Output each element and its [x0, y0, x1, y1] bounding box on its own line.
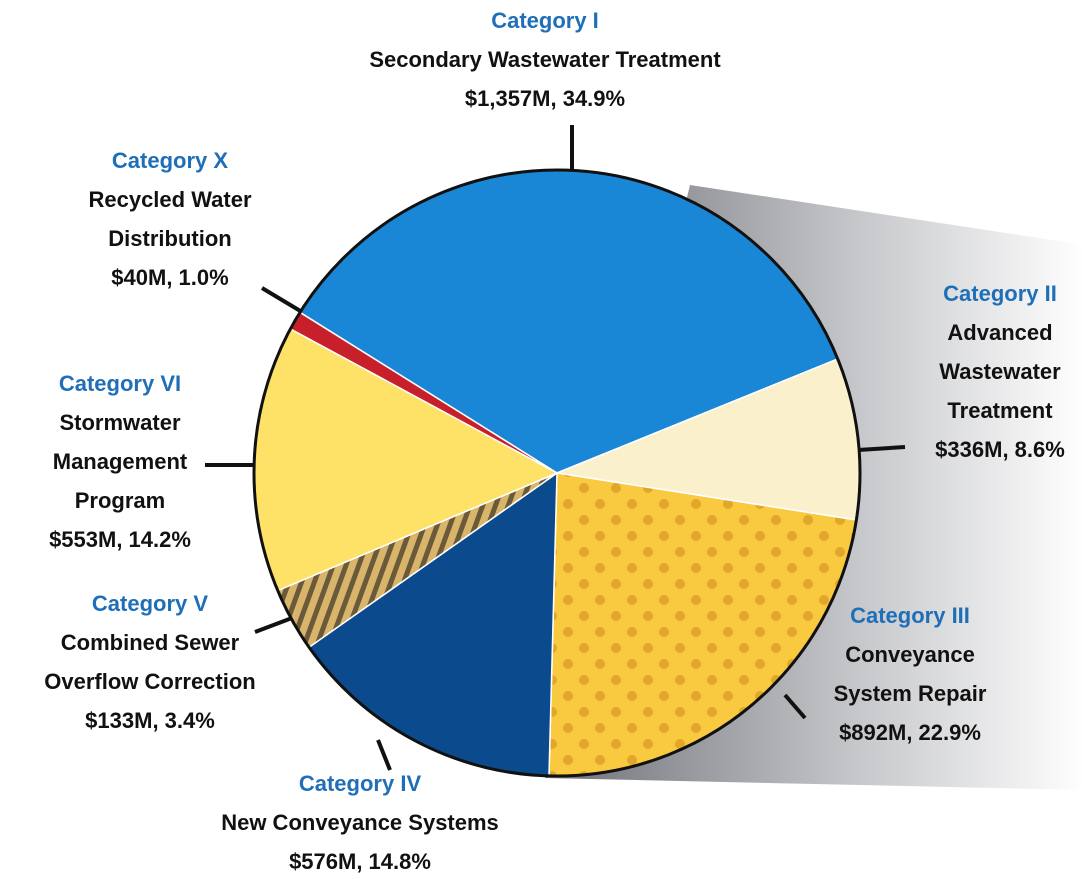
category-label: Category X — [112, 148, 228, 173]
labels: Category I Secondary Wastewater Treatment… — [44, 8, 1065, 874]
value-label: $336M, 8.6% — [935, 437, 1065, 462]
pie — [252, 168, 862, 778]
description: New Conveyance Systems — [221, 810, 499, 835]
leader — [254, 616, 293, 634]
description: System Repair — [834, 681, 987, 706]
description: Overflow Correction — [44, 669, 255, 694]
pie-outline — [252, 168, 862, 778]
category-label: Category VI — [59, 371, 181, 396]
leader — [857, 445, 906, 452]
leader — [260, 286, 304, 314]
category-label: Category V — [92, 591, 208, 616]
description: Management — [53, 449, 188, 474]
category-label: Category IV — [299, 771, 422, 796]
value-label: $133M, 3.4% — [85, 708, 215, 733]
category-label: Category I — [491, 8, 599, 33]
description: Program — [75, 488, 165, 513]
value-label: $1,357M, 34.9% — [465, 86, 625, 111]
description: Recycled Water — [88, 187, 251, 212]
category-label: Category II — [943, 281, 1057, 306]
description: Wastewater — [939, 359, 1061, 384]
description: Stormwater — [59, 410, 180, 435]
category-label: Category III — [850, 603, 970, 628]
value-label: $576M, 14.8% — [289, 849, 431, 874]
description: Treatment — [947, 398, 1053, 423]
value-label: $40M, 1.0% — [111, 265, 228, 290]
description: Distribution — [108, 226, 231, 251]
description: Combined Sewer — [61, 630, 240, 655]
leader — [376, 739, 392, 771]
value-label: $892M, 22.9% — [839, 720, 981, 745]
value-label: $553M, 14.2% — [49, 527, 191, 552]
description: Conveyance — [845, 642, 975, 667]
leader — [783, 693, 807, 720]
description: Secondary Wastewater Treatment — [369, 47, 721, 72]
description: Advanced — [947, 320, 1052, 345]
